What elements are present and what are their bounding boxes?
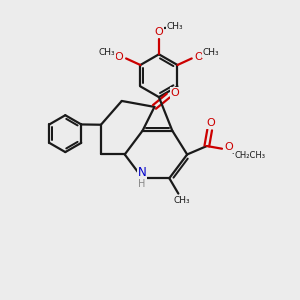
Text: H: H bbox=[138, 178, 146, 189]
Text: CH₃: CH₃ bbox=[173, 196, 190, 205]
Text: O: O bbox=[170, 88, 179, 98]
Text: CH₃: CH₃ bbox=[99, 48, 116, 57]
Text: N: N bbox=[138, 167, 146, 179]
Text: O: O bbox=[195, 52, 203, 62]
Text: O: O bbox=[114, 52, 123, 62]
Text: CH₃: CH₃ bbox=[167, 22, 184, 31]
Text: O: O bbox=[207, 118, 215, 128]
Text: O: O bbox=[224, 142, 233, 152]
Text: CH₂CH₃: CH₂CH₃ bbox=[235, 151, 266, 160]
Text: O: O bbox=[154, 27, 163, 37]
Text: CH₃: CH₃ bbox=[202, 48, 219, 57]
